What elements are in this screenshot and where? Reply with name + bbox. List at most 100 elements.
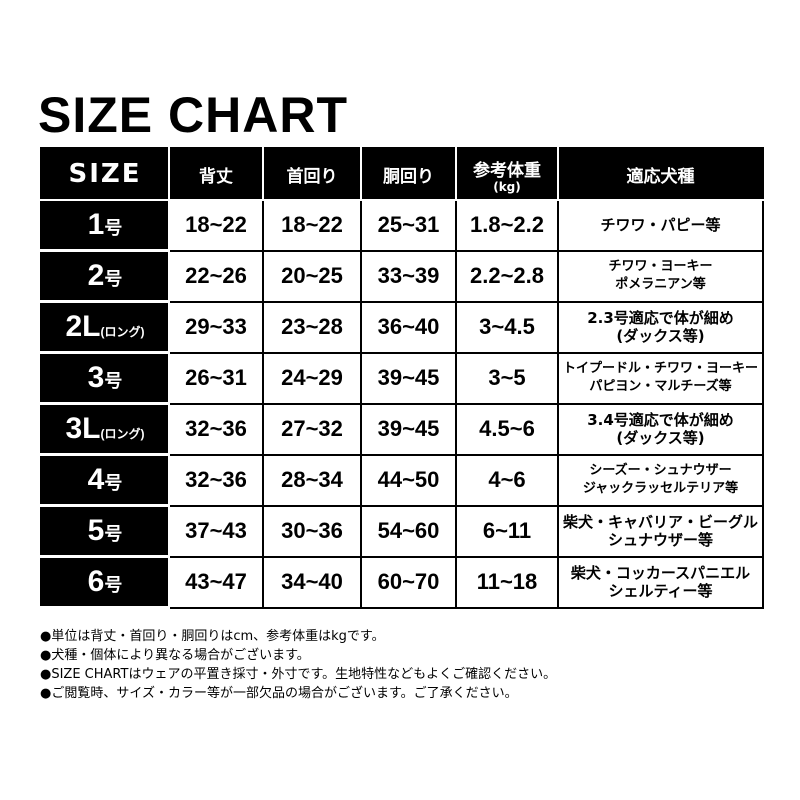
size-suffix: 号: [104, 524, 123, 544]
back-length-cell: 32~36: [168, 453, 264, 507]
breed-cell: 2.3号適応で体が細め (ダックス等): [557, 300, 764, 354]
weight-cell: 1.8~2.2: [455, 199, 559, 252]
size-cell: 6号: [40, 555, 170, 609]
chest-cell: 54~60: [360, 504, 457, 558]
table-row: 4号 32~36 28~34 44~50 4~6 シーズー・シュナウザー ジャックラッセルテ…: [40, 453, 764, 507]
size-value: 6: [87, 565, 105, 598]
neck-cell: 23~28: [262, 300, 362, 354]
chest-cell: 39~45: [360, 351, 457, 405]
breed-cell: チワワ・パピー等: [557, 199, 764, 252]
chest-cell: 33~39: [360, 249, 457, 303]
size-cell: 3号: [40, 351, 170, 405]
breed-cell: 柴犬・キャバリア・ビーグル シュナウザー等: [557, 504, 764, 558]
breed-line: 柴犬・コッカースパニエル: [570, 564, 751, 582]
notes: ●単位は背丈・首回り・胴回りはcm、参考体重はkgです。 ●犬種・個体により異な…: [40, 627, 556, 703]
header-size: SIZE: [40, 147, 170, 201]
back-length-cell: 43~47: [168, 555, 264, 609]
size-suffix: 号: [104, 575, 123, 595]
size-value: 4: [87, 463, 105, 496]
back-length-cell: 29~33: [168, 300, 264, 354]
neck-cell: 27~32: [262, 402, 362, 456]
size-cell: 5号: [40, 504, 170, 558]
table-row: 2号 22~26 20~25 33~39 2.2~2.8 チワワ・ヨーキー ポメラニアン等: [40, 249, 764, 303]
size-suffix: (ロング): [100, 325, 145, 339]
size-cell: 4号: [40, 453, 170, 507]
back-length-cell: 18~22: [168, 199, 264, 252]
neck-cell: 34~40: [262, 555, 362, 609]
chest-cell: 36~40: [360, 300, 457, 354]
breed-line: 2.3号適応で体が細め: [587, 309, 734, 327]
back-length-cell: 22~26: [168, 249, 264, 303]
breed-line: シェルティー等: [608, 582, 713, 600]
header-chest: 胴回り: [360, 147, 457, 201]
chest-cell: 60~70: [360, 555, 457, 609]
size-cell: 1号: [40, 199, 170, 252]
breed-line: (ダックス等): [616, 429, 705, 447]
weight-cell: 3~4.5: [455, 300, 559, 354]
header-back: 背丈: [168, 147, 264, 201]
neck-cell: 18~22: [262, 199, 362, 252]
breed-cell: トイプードル・チワワ・ヨーキー パピヨン・マルチーズ等: [557, 351, 764, 405]
back-length-cell: 37~43: [168, 504, 264, 558]
breed-line: パピヨン・マルチーズ等: [589, 379, 732, 394]
weight-cell: 11~18: [455, 555, 559, 609]
breed-line: 3.4号適応で体が細め: [587, 411, 734, 429]
size-value: 3L: [65, 412, 101, 445]
back-length-cell: 32~36: [168, 402, 264, 456]
weight-cell: 3~5: [455, 351, 559, 405]
breed-line: ジャックラッセルテリア等: [582, 481, 739, 496]
header-weight: 参考体重 (kg): [455, 147, 559, 201]
neck-cell: 28~34: [262, 453, 362, 507]
note: ●単位は背丈・首回り・胴回りはcm、参考体重はkgです。: [40, 629, 385, 644]
size-cell: 2号: [40, 249, 170, 303]
size-suffix: 号: [104, 473, 123, 493]
breed-line: シュナウザー等: [607, 531, 713, 549]
breed-line: トイプードル・チワワ・ヨーキー: [562, 361, 758, 376]
header-weight-unit: (kg): [493, 179, 521, 194]
breed-line: ポメラニアン等: [615, 277, 706, 292]
note: ●犬種・個体により異なる場合がございます。: [40, 648, 310, 663]
size-cell: 3L(ロング): [40, 402, 170, 456]
breed-line: シーズー・シュナウザー: [589, 463, 732, 478]
table-row: 3L(ロング) 32~36 27~32 39~45 4.5~6 3.4号適応で体が細め (ダ…: [40, 402, 764, 456]
size-value: 1: [87, 208, 105, 241]
size-suffix: 号: [104, 371, 123, 391]
size-value: 5: [87, 514, 105, 547]
table-row: 1号 18~22 18~22 25~31 1.8~2.2 チワワ・パピー等: [40, 199, 764, 252]
chest-cell: 25~31: [360, 199, 457, 252]
breed-cell: 柴犬・コッカースパニエル シェルティー等: [557, 555, 764, 609]
breed-line: チワワ・ヨーキー: [608, 259, 713, 274]
table-row: 6号 43~47 34~40 60~70 11~18 柴犬・コッカースパニエル シェルティー…: [40, 555, 764, 609]
size-suffix: (ロング): [100, 427, 145, 441]
size-suffix: 号: [104, 218, 123, 238]
neck-cell: 30~36: [262, 504, 362, 558]
chest-cell: 44~50: [360, 453, 457, 507]
weight-cell: 2.2~2.8: [455, 249, 559, 303]
breed-line: 柴犬・キャバリア・ビーグル: [562, 513, 758, 531]
size-value: 3: [87, 361, 105, 394]
back-length-cell: 26~31: [168, 351, 264, 405]
breed-cell: 3.4号適応で体が細め (ダックス等): [557, 402, 764, 456]
breed-cell: チワワ・ヨーキー ポメラニアン等: [557, 249, 764, 303]
page-title: SIZE CHART: [38, 87, 348, 143]
header-breed: 適応犬種: [557, 147, 764, 201]
table-row: 5号 37~43 30~36 54~60 6~11 柴犬・キャバリア・ビーグル シュナウザー…: [40, 504, 764, 558]
breed-line: チワワ・パピー等: [600, 216, 721, 235]
header-weight-label: 参考体重: [473, 160, 541, 181]
size-suffix: 号: [104, 269, 123, 289]
breed-line: (ダックス等): [616, 327, 705, 345]
weight-cell: 4~6: [455, 453, 559, 507]
size-cell: 2L(ロング): [40, 300, 170, 354]
header-neck: 首回り: [262, 147, 362, 201]
table-row: 3号 26~31 24~29 39~45 3~5 トイプードル・チワワ・ヨーキー パピヨン・…: [40, 351, 764, 405]
breed-cell: シーズー・シュナウザー ジャックラッセルテリア等: [557, 453, 764, 507]
neck-cell: 24~29: [262, 351, 362, 405]
size-chart-table: SIZE 背丈 首回り 胴回り 参考体重 (kg) 適応犬種 1号 18~22 18~…: [40, 147, 764, 609]
size-value: 2: [87, 259, 105, 292]
weight-cell: 6~11: [455, 504, 559, 558]
size-value: 2L: [65, 310, 101, 343]
note: ●ご閲覧時、サイズ・カラー等が一部欠品の場合がございます。ご了承ください。: [40, 686, 518, 701]
neck-cell: 20~25: [262, 249, 362, 303]
header-row: SIZE 背丈 首回り 胴回り 参考体重 (kg) 適応犬種: [40, 147, 764, 201]
note: ●SIZE CHARTはウェアの平置き採寸・外寸です。生地特性などもよくご確認く…: [40, 667, 557, 682]
